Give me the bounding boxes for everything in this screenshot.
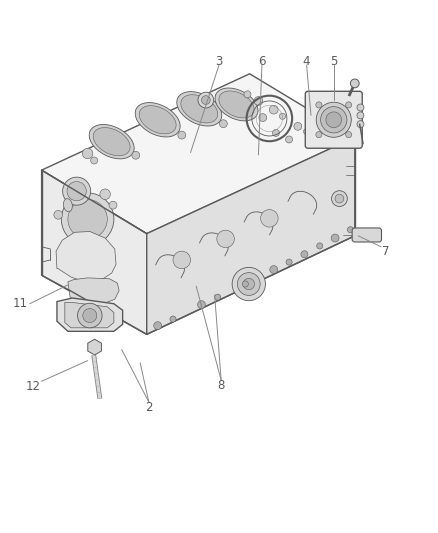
Circle shape	[232, 268, 265, 301]
Circle shape	[357, 104, 364, 111]
Circle shape	[82, 148, 93, 159]
Circle shape	[67, 182, 86, 201]
Circle shape	[215, 294, 221, 300]
Circle shape	[304, 128, 310, 135]
FancyBboxPatch shape	[305, 91, 362, 148]
Circle shape	[317, 243, 323, 249]
Circle shape	[346, 132, 352, 138]
FancyBboxPatch shape	[352, 228, 381, 242]
Polygon shape	[147, 138, 355, 334]
Circle shape	[173, 251, 191, 269]
Text: 11: 11	[13, 297, 28, 310]
Circle shape	[316, 102, 351, 138]
Circle shape	[91, 157, 98, 164]
Circle shape	[316, 132, 322, 138]
Circle shape	[63, 177, 91, 205]
Text: 4: 4	[303, 55, 311, 68]
Ellipse shape	[139, 106, 176, 134]
Circle shape	[261, 209, 278, 227]
Polygon shape	[56, 231, 116, 281]
Circle shape	[132, 151, 140, 159]
Circle shape	[332, 191, 347, 206]
Circle shape	[286, 136, 293, 143]
Circle shape	[254, 96, 263, 106]
Circle shape	[270, 265, 278, 273]
Polygon shape	[42, 170, 147, 334]
Circle shape	[294, 123, 302, 130]
Circle shape	[335, 194, 344, 203]
Circle shape	[78, 237, 88, 248]
Ellipse shape	[64, 199, 72, 212]
Circle shape	[71, 263, 79, 270]
Circle shape	[347, 227, 353, 233]
Circle shape	[331, 234, 339, 242]
Ellipse shape	[135, 102, 180, 137]
Text: 2: 2	[145, 401, 153, 414]
Circle shape	[259, 114, 267, 122]
Circle shape	[237, 273, 260, 295]
Polygon shape	[42, 74, 355, 233]
Circle shape	[272, 130, 279, 136]
Circle shape	[101, 252, 113, 264]
Circle shape	[217, 230, 234, 248]
Text: 8: 8	[218, 379, 225, 392]
Circle shape	[154, 322, 162, 329]
Circle shape	[61, 193, 114, 246]
Circle shape	[350, 79, 359, 88]
Polygon shape	[57, 298, 123, 332]
Text: 7: 7	[381, 245, 389, 257]
Circle shape	[321, 107, 347, 133]
Circle shape	[346, 102, 352, 108]
Circle shape	[54, 211, 63, 219]
Circle shape	[357, 112, 364, 119]
Circle shape	[83, 309, 97, 322]
Polygon shape	[68, 278, 119, 304]
Circle shape	[170, 316, 176, 322]
Circle shape	[90, 249, 99, 258]
Text: 3: 3	[215, 55, 223, 68]
Circle shape	[326, 112, 342, 128]
Circle shape	[286, 259, 292, 265]
Circle shape	[301, 251, 308, 258]
Text: 12: 12	[25, 381, 40, 393]
Text: 6: 6	[258, 55, 266, 68]
Circle shape	[269, 106, 278, 114]
Polygon shape	[65, 302, 114, 328]
Ellipse shape	[219, 91, 254, 118]
Circle shape	[242, 281, 248, 287]
Circle shape	[198, 301, 205, 309]
Circle shape	[279, 113, 286, 119]
Circle shape	[198, 92, 214, 108]
Ellipse shape	[93, 127, 130, 156]
Ellipse shape	[215, 88, 258, 121]
Circle shape	[219, 120, 227, 128]
Circle shape	[178, 131, 186, 139]
Circle shape	[109, 201, 117, 209]
Circle shape	[95, 267, 102, 275]
Circle shape	[307, 135, 315, 142]
Ellipse shape	[177, 92, 222, 126]
Circle shape	[244, 91, 251, 98]
Circle shape	[201, 96, 210, 104]
Circle shape	[68, 199, 107, 239]
Circle shape	[100, 189, 110, 199]
Polygon shape	[88, 339, 102, 355]
Ellipse shape	[181, 95, 218, 123]
Circle shape	[62, 263, 68, 269]
Text: 5: 5	[330, 55, 337, 68]
Circle shape	[357, 120, 364, 128]
Ellipse shape	[89, 125, 134, 159]
Circle shape	[316, 102, 322, 108]
Circle shape	[243, 278, 254, 290]
Circle shape	[78, 303, 102, 328]
